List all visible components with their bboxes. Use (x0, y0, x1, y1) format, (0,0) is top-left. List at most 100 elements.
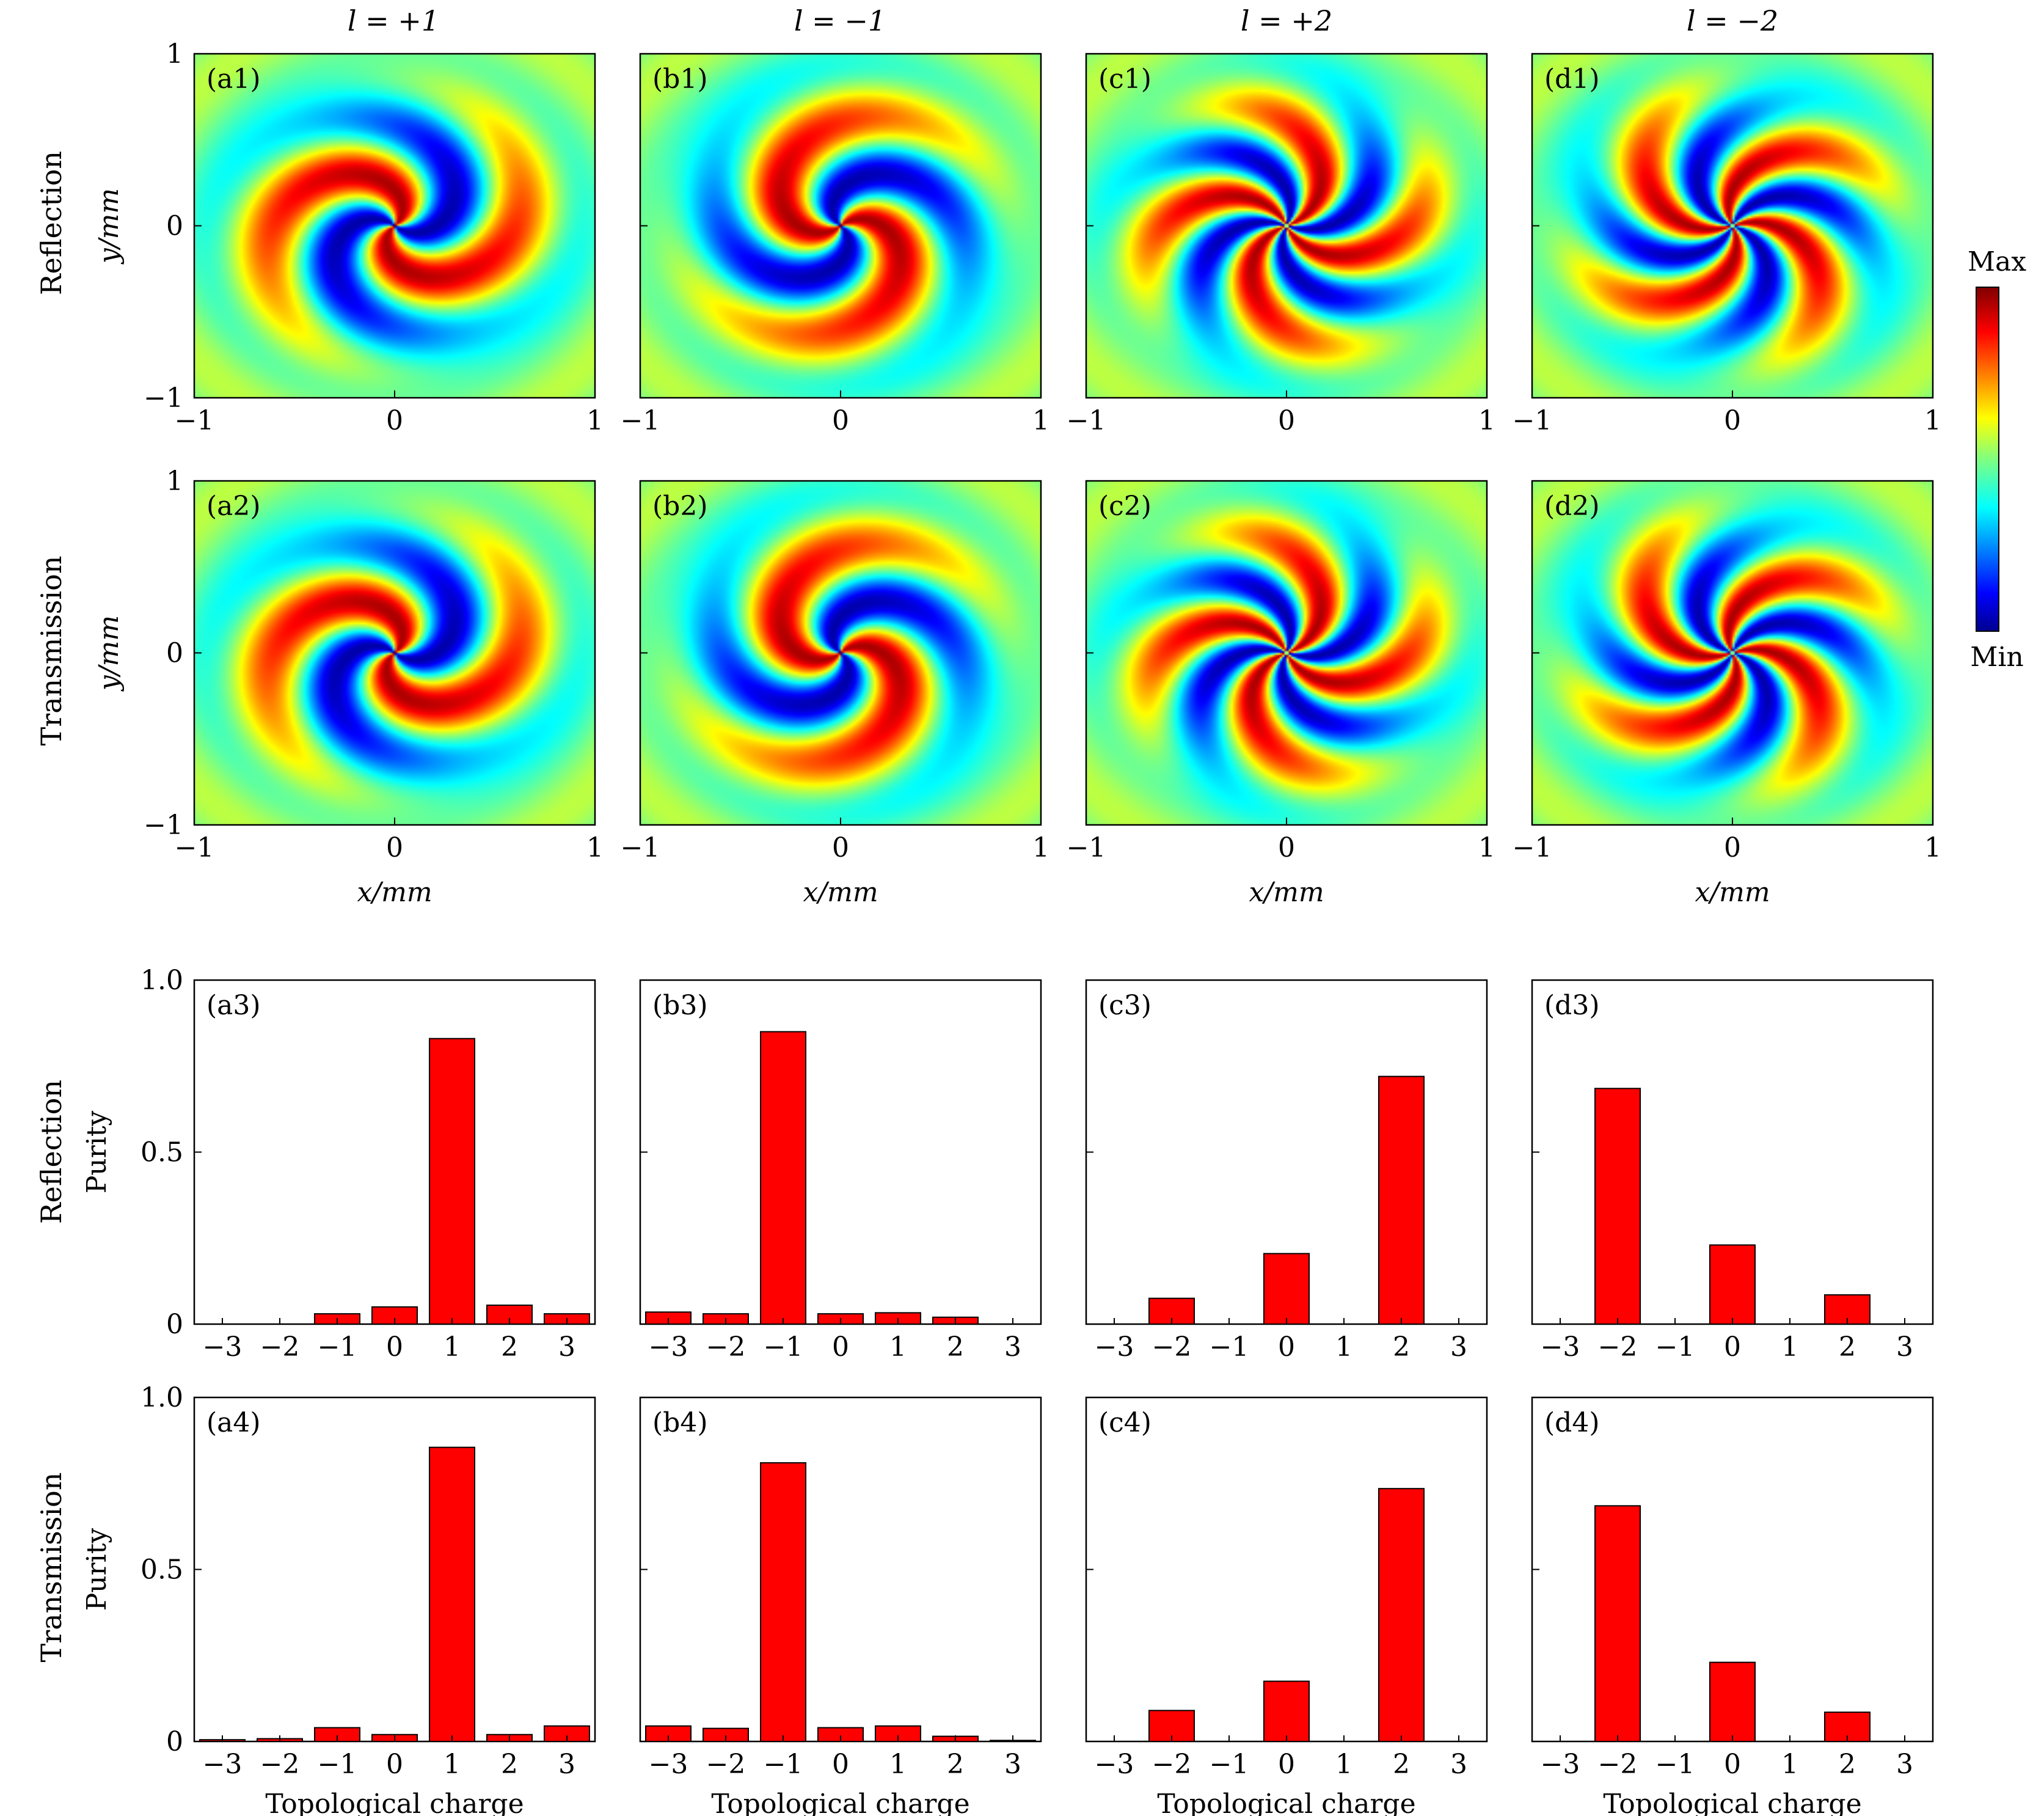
x-tick-label: −2 (1598, 1331, 1638, 1363)
bar-2 (1378, 1075, 1425, 1325)
panel-label: (a4) (206, 1407, 261, 1438)
x-axis-label: x/mm (357, 877, 432, 908)
bar-0 (1263, 1680, 1310, 1743)
x-tick-label: 0 (386, 1749, 403, 1780)
y-tick-label: 0 (166, 1726, 183, 1757)
panel-label: (d1) (1544, 64, 1600, 95)
x-tick-label: 0 (1278, 1749, 1295, 1780)
x-tick-label: 2 (947, 1749, 964, 1780)
x-tick-label: 1 (1924, 832, 1941, 863)
x-tick-label: −2 (706, 1749, 746, 1780)
x-tick-label: 2 (1393, 1331, 1410, 1363)
colorbar-max-label: Max (1968, 246, 2026, 277)
y-tick-label: 0.5 (141, 1137, 183, 1168)
bar-0 (1709, 1244, 1756, 1325)
x-tick-label: 1 (1032, 405, 1049, 436)
x-tick-label: 0 (1724, 405, 1741, 436)
x-tick-label: −3 (649, 1749, 688, 1780)
x-tick-label: 2 (1839, 1749, 1856, 1780)
x-tick-label: −1 (1067, 405, 1106, 436)
panel-c1: (c1) −1 0 1 (1067, 53, 1495, 436)
x-axis-label: x/mm (1249, 877, 1324, 908)
x-tick-label: 3 (1896, 1749, 1913, 1780)
x-tick-label: 1 (1032, 832, 1049, 863)
panel-label: (c3) (1098, 990, 1152, 1021)
intensity-map (640, 481, 1041, 825)
x-tick-label: −1 (621, 832, 660, 863)
x-tick-label: 2 (501, 1749, 518, 1780)
x-axis-label: Topological charge (265, 1789, 524, 1816)
intensity-map (640, 54, 1041, 398)
y-tick-label: 0 (166, 1309, 183, 1340)
x-tick-label: −3 (1095, 1331, 1134, 1363)
x-axis-label: Topological charge (1603, 1789, 1861, 1816)
x-tick-label: −1 (318, 1331, 357, 1363)
x-tick-label: 1 (1781, 1331, 1798, 1363)
panel-label: (b4) (652, 1407, 708, 1438)
plot-frame (193, 1396, 596, 1743)
x-tick-label: −1 (1210, 1331, 1249, 1363)
panel-label: (b3) (652, 990, 708, 1021)
panel-d2: (d2) −1 0 1 x/mm (1513, 480, 1941, 908)
y-tick-label: 0.5 (141, 1554, 183, 1586)
panel-c2: (c2) −1 0 1 x/mm (1067, 480, 1495, 908)
x-tick-label: −1 (1210, 1749, 1249, 1780)
x-tick-label: 0 (832, 1331, 849, 1363)
x-tick-label: −3 (1541, 1749, 1580, 1780)
x-tick-label: −1 (1513, 405, 1552, 436)
x-tick-label: −2 (1152, 1331, 1192, 1363)
panel-b3: (b3) −3 −2 −1 0 1 2 3 (639, 979, 1042, 1363)
x-tick-label: −1 (764, 1331, 803, 1363)
y-axis-label: Purity (81, 1111, 112, 1194)
panel-a1: (a1) −1 0 1 −1 0 1 y/mm (93, 38, 604, 436)
x-tick-label: 0 (386, 405, 403, 436)
panel-label: (c1) (1098, 64, 1152, 95)
panel-label: (c2) (1098, 491, 1152, 522)
bar-0 (1709, 1661, 1756, 1743)
x-tick-label: 1 (1781, 1749, 1798, 1780)
x-tick-label: −1 (1513, 832, 1552, 863)
panel-c4: (c4) −3 −2 −1 0 1 2 3 Topological charge (1085, 1396, 1488, 1816)
panel-label: (a2) (206, 491, 261, 522)
column-title-4: l = −2 (1687, 4, 1778, 37)
x-tick-label: 0 (832, 1749, 849, 1780)
panel-label: (d4) (1544, 1407, 1600, 1438)
y-axis-label: y/mm (93, 188, 125, 265)
x-axis-label: x/mm (803, 877, 878, 908)
intensity-map (1086, 54, 1487, 398)
panel-a3: (a3) −3 −2 −1 0 1 2 3 0 0.5 1.0 Purity (81, 965, 596, 1363)
x-tick-label: 0 (386, 832, 403, 863)
intensity-map (1532, 54, 1933, 398)
panel-d4: (d4) −3 −2 −1 0 1 2 3 Topological charge (1531, 1396, 1934, 1816)
panel-a4: (a4) −3 −2 −1 0 1 2 3 0 0.5 1.0 Purity Topological c… (81, 1382, 596, 1816)
x-tick-label: 0 (1724, 1749, 1741, 1780)
x-tick-label: 3 (558, 1331, 575, 1363)
column-title-3: l = +2 (1241, 4, 1332, 37)
x-tick-label: −1 (175, 405, 214, 436)
x-tick-label: 0 (1278, 1331, 1295, 1363)
x-tick-label: 0 (832, 832, 849, 863)
y-axis-label: Purity (81, 1528, 112, 1611)
intensity-map (1532, 481, 1933, 825)
y-tick-label: 1 (166, 38, 183, 70)
row-label-reflection-bars: Reflection (35, 1080, 68, 1224)
x-tick-label: 1 (443, 1749, 461, 1780)
bar-1 (429, 1446, 475, 1742)
x-tick-label: −1 (764, 1749, 803, 1780)
x-axis-label: Topological charge (1157, 1789, 1415, 1816)
plot-frame (639, 979, 1042, 1325)
y-tick-label: 1.0 (141, 1382, 183, 1413)
panel-grid: (a1) −1 0 1 −1 0 1 y/mm (b1) −1 0 1 (c1) −1 0 1 (d1) −1 0 1… (81, 38, 1941, 1816)
intensity-map (194, 54, 595, 398)
x-tick-label: 0 (1724, 832, 1741, 863)
x-tick-label: 0 (1278, 832, 1295, 863)
panel-label: (a1) (206, 64, 261, 95)
x-tick-label: 3 (1004, 1331, 1021, 1363)
x-tick-label: 1 (1478, 832, 1495, 863)
panel-b1: (b1) −1 0 1 (621, 53, 1049, 436)
x-tick-label: 1 (586, 832, 604, 863)
x-tick-label: −3 (203, 1749, 243, 1780)
y-tick-label: 0 (166, 638, 183, 669)
x-tick-label: −2 (1152, 1749, 1192, 1780)
x-tick-label: 2 (947, 1331, 964, 1363)
